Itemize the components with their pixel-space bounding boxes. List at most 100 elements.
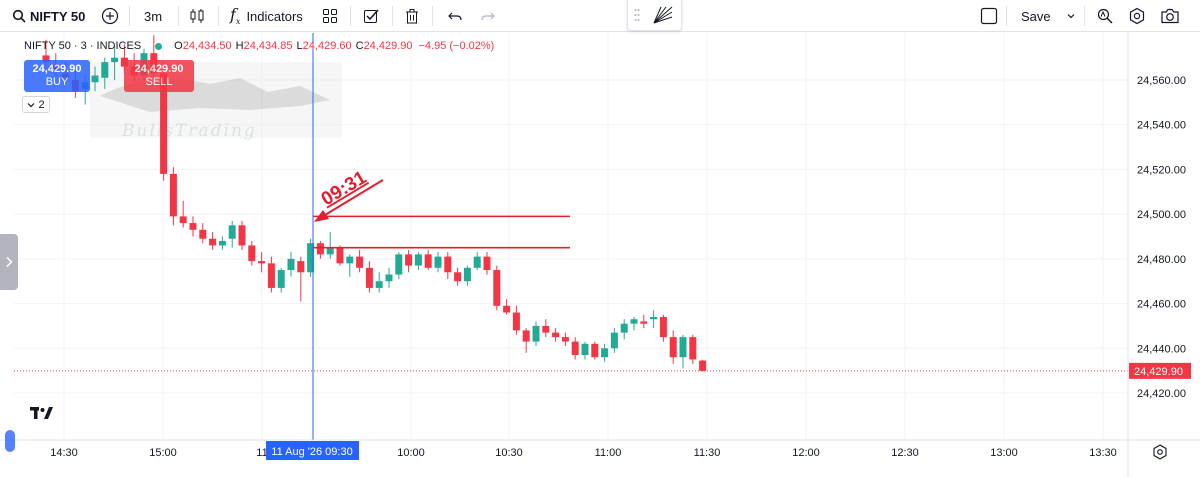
layout-button[interactable] <box>980 0 998 32</box>
drawing-float-panel[interactable] <box>627 0 682 31</box>
candle-body <box>610 332 618 349</box>
collapse-count: 2 <box>38 98 45 111</box>
square-icon <box>980 7 998 25</box>
axis-settings-dot <box>1157 449 1163 455</box>
indicators-button[interactable]: fx Indicators <box>230 0 303 32</box>
chevron-down-icon <box>28 102 35 107</box>
candle-up <box>218 236 226 250</box>
sell-label: SELL <box>145 76 173 88</box>
interval-button[interactable]: 3m <box>144 0 162 32</box>
annotation-arrow-head <box>314 210 329 222</box>
sell-price: 24,429.90 <box>134 63 184 75</box>
candle-body <box>346 256 354 264</box>
candle-down <box>699 359 707 372</box>
candle-body <box>356 256 364 268</box>
candle-down <box>640 314 648 329</box>
tradingview-logo-icon <box>30 407 53 419</box>
collapse-indicators-button[interactable]: 2 <box>22 96 50 113</box>
low-value: 24,429.60 <box>302 40 352 52</box>
checkbox-icon <box>364 9 379 23</box>
buy-price: 24,429.90 <box>32 63 82 75</box>
open-sidebar-button[interactable] <box>0 234 18 290</box>
candle-down <box>238 220 246 250</box>
candle-down <box>189 216 197 237</box>
candle-body <box>287 258 295 271</box>
delete-button[interactable] <box>404 0 420 32</box>
price-tick-label: 24,500.00 <box>1137 209 1186 221</box>
candle-body <box>218 240 226 246</box>
candle-up <box>307 238 315 277</box>
price-tick-label: 24,480.00 <box>1137 254 1186 266</box>
trash-icon <box>406 9 418 24</box>
compare-button[interactable] <box>101 0 119 32</box>
tradingview-logo[interactable] <box>30 405 54 426</box>
save-button[interactable]: Save <box>1021 0 1051 32</box>
time-tick-label: 14:30 <box>50 447 78 459</box>
bottom-panel-handle[interactable] <box>5 430 15 452</box>
candle-body <box>463 267 471 282</box>
buy-label: BUY <box>45 76 69 88</box>
alert-button[interactable] <box>363 0 379 32</box>
candle-down <box>561 332 569 347</box>
candle-body <box>365 267 373 288</box>
annotation-arrow-shaft <box>319 179 384 219</box>
candle-body <box>640 321 648 324</box>
candle-down <box>424 249 432 271</box>
high-value: 24,434.85 <box>243 40 293 52</box>
drag-handle-icon[interactable] <box>634 8 640 22</box>
chart-type-button[interactable] <box>188 0 206 32</box>
chevron-down-icon <box>1067 14 1075 19</box>
candle-body <box>542 325 550 333</box>
templates-button[interactable] <box>322 0 338 32</box>
candle-body <box>571 341 579 355</box>
buy-button[interactable]: 24,429.90 BUY <box>24 60 90 92</box>
quick-search-button[interactable] <box>1096 0 1114 32</box>
candle-up <box>532 321 540 347</box>
gear-icon <box>1129 7 1145 25</box>
settings-button[interactable] <box>1128 0 1146 32</box>
price-tick-label: 24,560.00 <box>1137 75 1186 87</box>
candle-up <box>228 220 236 248</box>
candle-body <box>179 216 187 224</box>
candle-body <box>405 254 413 266</box>
candle-body <box>679 337 687 358</box>
candle-body <box>336 247 344 264</box>
redo-button[interactable] <box>480 0 496 32</box>
time-tick-label: 11:30 <box>694 447 721 459</box>
fib-fan-icon[interactable] <box>652 5 674 25</box>
time-tick-label: 13:00 <box>990 447 1018 459</box>
change-value: −4.95 (−0.02%) <box>418 40 495 52</box>
candle-down <box>356 249 364 273</box>
candle-down <box>669 330 677 364</box>
symbol-search-button[interactable]: NIFTY 50 <box>12 0 85 32</box>
plus-circle-icon <box>101 7 119 25</box>
undo-button[interactable] <box>447 0 463 32</box>
chevron-right-icon <box>6 256 13 268</box>
price-tick-label: 24,520.00 <box>1137 164 1186 176</box>
candle-down <box>512 305 520 335</box>
snapshot-button[interactable] <box>1160 0 1180 32</box>
candle-up <box>473 252 481 271</box>
time-tick-label: 12:00 <box>792 447 820 459</box>
candle-down <box>179 200 187 228</box>
candle-up <box>111 46 119 80</box>
camera-icon <box>1161 8 1179 24</box>
save-menu-button[interactable] <box>1066 0 1076 32</box>
candle-body <box>483 256 491 271</box>
candle-body <box>395 254 403 275</box>
candle-down <box>336 245 344 266</box>
candle-down <box>503 299 511 315</box>
candle-up <box>650 310 658 329</box>
candle-body <box>199 229 207 239</box>
candle-body <box>561 337 569 342</box>
last-price-label: 24,429.90 <box>1134 366 1183 378</box>
axis-settings-icon[interactable] <box>1153 444 1167 460</box>
time-tick-label: 10:00 <box>397 447 425 459</box>
candle-down <box>659 314 667 342</box>
axis-settings-hex <box>1153 444 1167 460</box>
candle-body <box>503 305 511 313</box>
symbol-label: NIFTY 50 <box>30 8 86 24</box>
candle-body <box>307 243 315 273</box>
sell-button[interactable]: 24,429.90 SELL <box>124 60 194 92</box>
